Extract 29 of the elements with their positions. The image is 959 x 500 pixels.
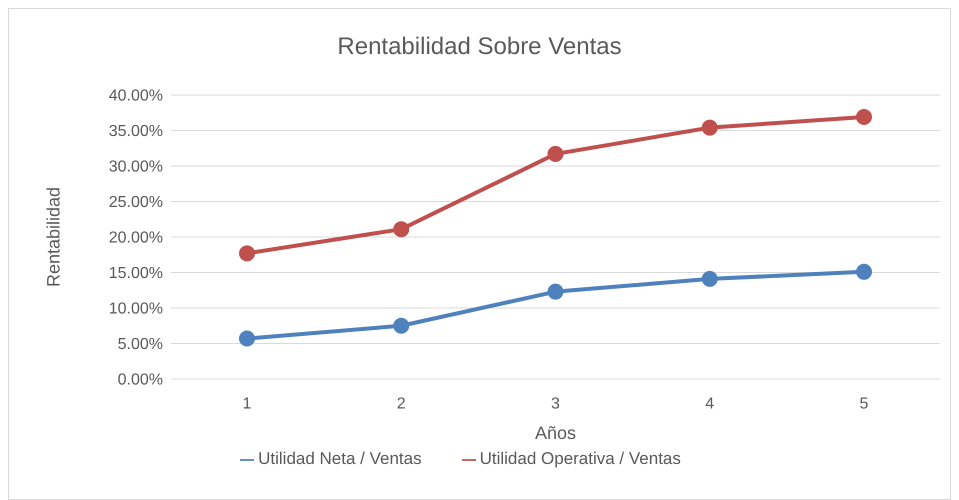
point	[702, 270, 718, 287]
legend-label: Utilidad Operativa / Ventas	[480, 449, 681, 468]
point	[239, 245, 255, 262]
point	[548, 284, 564, 300]
y-tick-label: 35.00%	[108, 123, 163, 140]
y-tick-label: 25.00%	[108, 194, 163, 212]
point	[239, 330, 255, 347]
chart-title: Rentabilidad Sobre Ventas	[336, 33, 623, 61]
x-tick-label: 5	[860, 395, 869, 412]
y-tick-label: 10.00%	[108, 300, 163, 318]
point	[548, 146, 564, 162]
x-tick-label: 1	[242, 395, 252, 412]
point	[393, 221, 410, 238]
point	[702, 120, 718, 136]
point	[393, 318, 410, 334]
point	[856, 109, 872, 126]
point	[856, 264, 872, 280]
y-tick-label: 15.00%	[108, 265, 163, 282]
x-axis-title: Años	[534, 423, 576, 443]
y-tick-label: 40.00%	[108, 88, 163, 105]
y-tick-label: 0.00%	[118, 372, 163, 389]
y-tick-label: 5.00%	[118, 336, 163, 354]
x-tick-label: 2	[396, 395, 406, 412]
x-tick-label: 4	[705, 395, 714, 412]
y-tick-label: 20.00%	[108, 230, 163, 247]
x-tick-label: 3	[551, 395, 560, 412]
legend-label: Utilidad Neta / Ventas	[258, 449, 422, 468]
y-tick-label: 30.00%	[108, 158, 163, 176]
y-axis-title: Rentabilidad	[43, 186, 64, 288]
